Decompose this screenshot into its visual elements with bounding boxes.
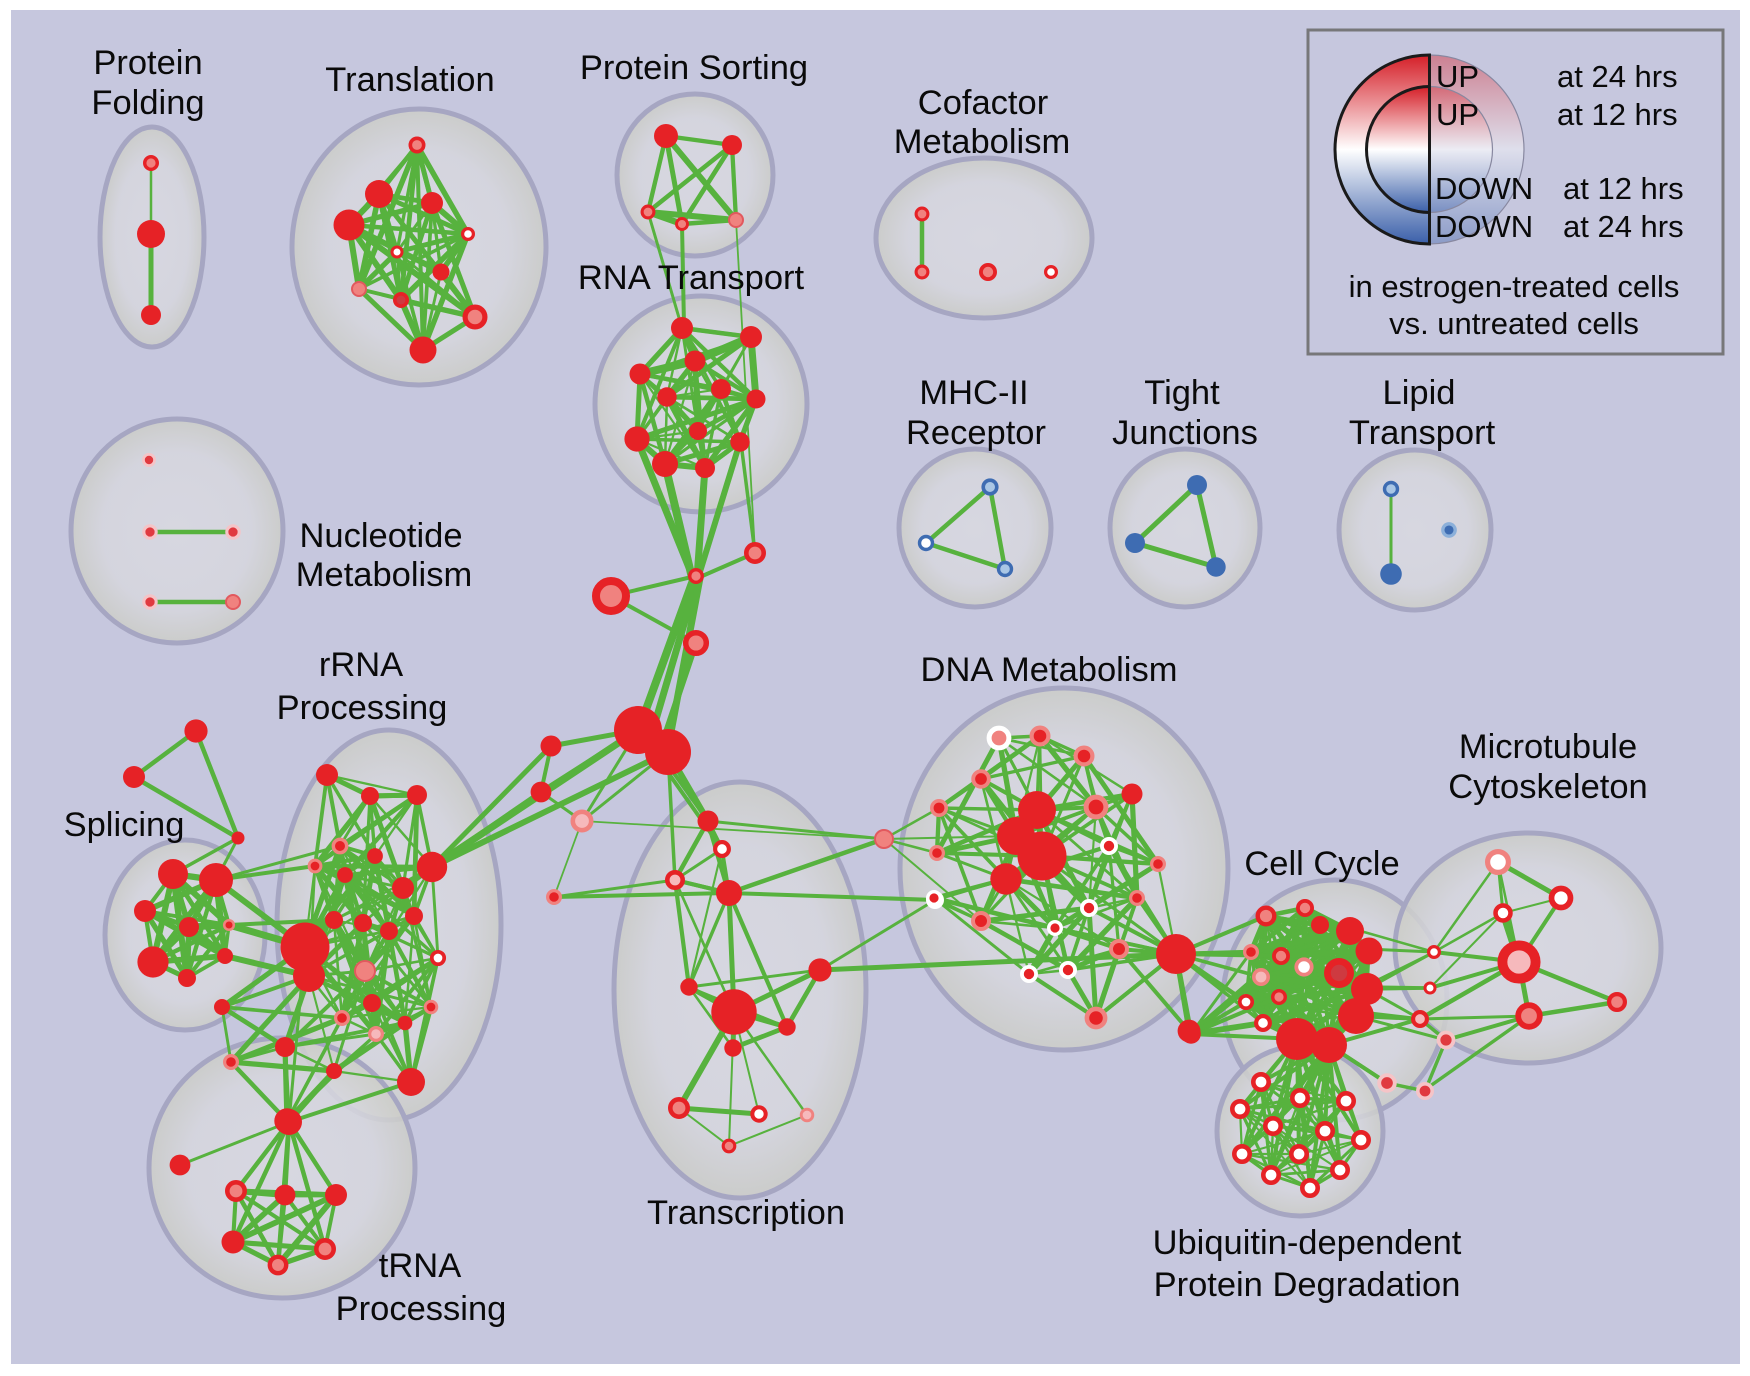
svg-text:Cofactor: Cofactor bbox=[918, 84, 1048, 122]
svg-text:at 24 hrs: at 24 hrs bbox=[1557, 59, 1678, 94]
svg-text:at 12 hrs: at 12 hrs bbox=[1557, 97, 1678, 132]
svg-text:Junctions: Junctions bbox=[1112, 414, 1258, 452]
svg-text:Cytoskeleton: Cytoskeleton bbox=[1448, 768, 1647, 806]
svg-text:MHC-II: MHC-II bbox=[919, 374, 1028, 412]
svg-text:Protein Sorting: Protein Sorting bbox=[580, 49, 808, 87]
svg-text:tRNA: tRNA bbox=[379, 1247, 461, 1285]
svg-text:Receptor: Receptor bbox=[906, 414, 1046, 452]
svg-text:DOWN: DOWN bbox=[1435, 209, 1533, 244]
svg-text:Folding: Folding bbox=[91, 84, 204, 122]
svg-text:Microtubule: Microtubule bbox=[1459, 728, 1637, 766]
svg-text:Transcription: Transcription bbox=[647, 1194, 845, 1232]
svg-text:Cell Cycle: Cell Cycle bbox=[1244, 845, 1399, 883]
svg-text:Processing: Processing bbox=[336, 1290, 507, 1328]
svg-text:Transport: Transport bbox=[1349, 414, 1496, 452]
svg-text:in estrogen-treated cells: in estrogen-treated cells bbox=[1349, 269, 1680, 304]
svg-text:Tight: Tight bbox=[1144, 374, 1220, 412]
svg-text:Lipid: Lipid bbox=[1383, 374, 1456, 412]
svg-text:UP: UP bbox=[1436, 97, 1479, 132]
svg-text:at 12 hrs: at 12 hrs bbox=[1563, 171, 1684, 206]
svg-text:Translation: Translation bbox=[325, 61, 494, 99]
svg-text:Processing: Processing bbox=[277, 689, 448, 727]
svg-text:Protein: Protein bbox=[93, 44, 202, 82]
svg-text:Splicing: Splicing bbox=[64, 806, 185, 844]
svg-text:rRNA: rRNA bbox=[319, 646, 403, 684]
svg-text:RNA Transport: RNA Transport bbox=[578, 259, 805, 297]
svg-text:DOWN: DOWN bbox=[1435, 171, 1533, 206]
svg-text:Metabolism: Metabolism bbox=[894, 123, 1070, 161]
svg-text:DNA Metabolism: DNA Metabolism bbox=[921, 651, 1178, 689]
svg-text:Ubiquitin-dependent: Ubiquitin-dependent bbox=[1153, 1224, 1462, 1262]
svg-text:UP: UP bbox=[1436, 59, 1479, 94]
svg-text:Metabolism: Metabolism bbox=[296, 556, 472, 594]
svg-text:Protein Degradation: Protein Degradation bbox=[1154, 1266, 1461, 1304]
svg-text:vs. untreated cells: vs. untreated cells bbox=[1389, 306, 1639, 341]
svg-text:at 24 hrs: at 24 hrs bbox=[1563, 209, 1684, 244]
svg-text:Nucleotide: Nucleotide bbox=[299, 517, 462, 555]
